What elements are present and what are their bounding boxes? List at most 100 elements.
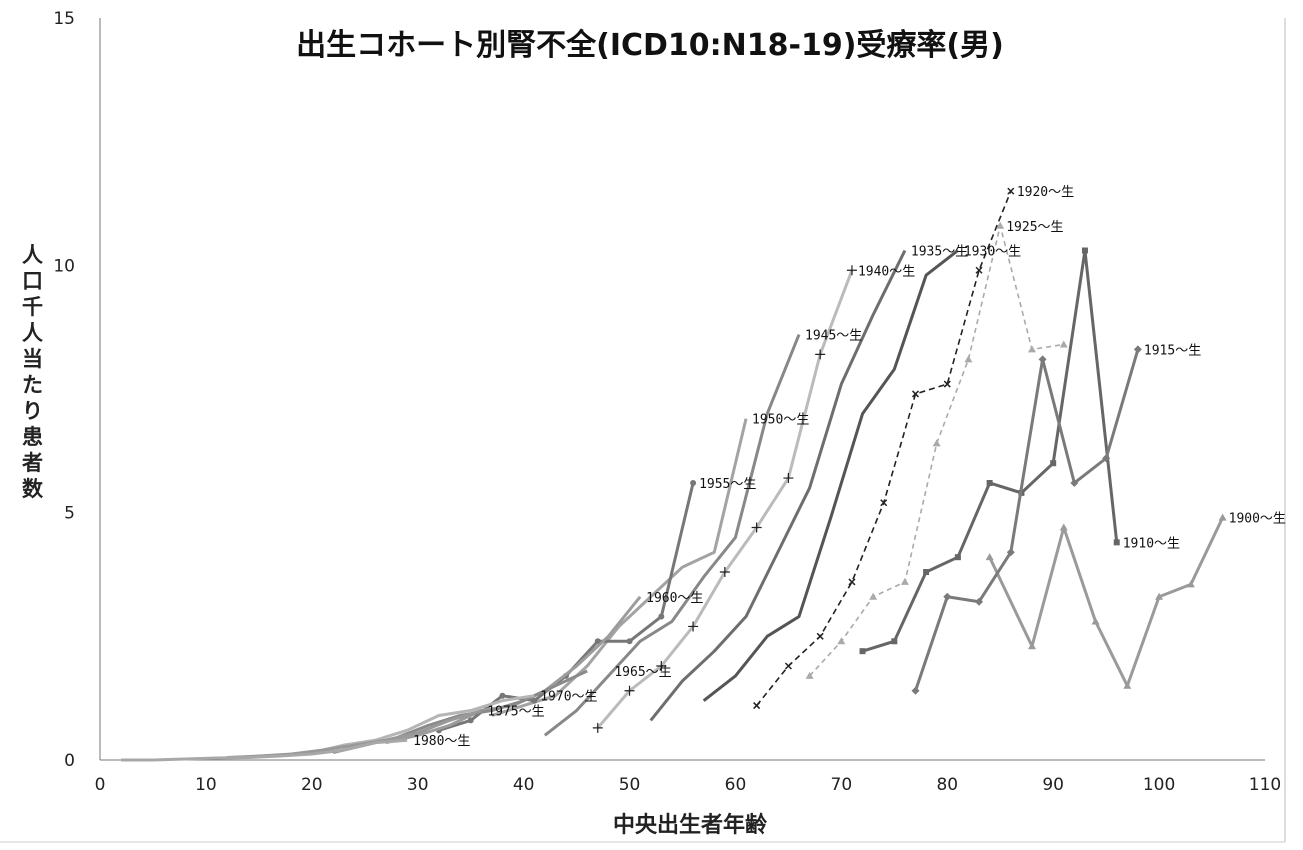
- x-axis-label: 中央出生者年齢: [613, 812, 768, 838]
- series-point: [531, 697, 538, 704]
- series-point: [1038, 355, 1047, 364]
- series-point: [911, 390, 920, 398]
- series-point: [869, 592, 878, 600]
- series-point: [1091, 617, 1100, 625]
- series-label: 1955～生: [699, 477, 756, 492]
- series-label: 1960～生: [646, 591, 703, 606]
- series-label: 1940～生: [858, 264, 915, 279]
- series-point: [1113, 539, 1120, 546]
- series-point: [964, 355, 973, 363]
- y-axis-label: 人口千人当たり患者数: [22, 243, 44, 501]
- x-tick-label: 50: [619, 775, 641, 795]
- series-point: [900, 577, 909, 585]
- series-line: [121, 738, 408, 762]
- x-tick-labels: 0 10 20 30 40 50 60 70 80 90 100 110: [95, 775, 1282, 795]
- series-point: [923, 569, 930, 576]
- series-point: [805, 671, 814, 679]
- series-point: [943, 592, 952, 601]
- series-point: [499, 692, 506, 699]
- series-label: 1965～生: [614, 665, 671, 680]
- series-point: [880, 499, 888, 507]
- series-point: [690, 479, 697, 486]
- y-tick-label: 15: [53, 9, 75, 29]
- series-point: [911, 686, 920, 695]
- series-point: [1186, 580, 1195, 588]
- series-point: [467, 717, 474, 724]
- series-point: [891, 638, 898, 645]
- series-point: [837, 637, 846, 645]
- series-point: [658, 613, 665, 620]
- series-point: [1081, 247, 1088, 254]
- x-tick-label: 40: [513, 775, 535, 795]
- series-point: [975, 266, 983, 274]
- series-point: [1218, 513, 1227, 521]
- series-point: [932, 439, 941, 447]
- series-point: [783, 473, 794, 484]
- series-point: [1133, 345, 1142, 354]
- series-point: [719, 567, 730, 578]
- series-label: 1970～生: [540, 690, 597, 705]
- series-point: [626, 638, 633, 645]
- series-point: [1006, 548, 1015, 557]
- series-point: [985, 553, 994, 561]
- series-line: [649, 249, 907, 722]
- x-tick-label: 80: [936, 775, 958, 795]
- series-point: [1102, 454, 1111, 463]
- series-point: [848, 578, 856, 586]
- series-point: [751, 522, 762, 533]
- x-tick-label: 30: [407, 775, 429, 795]
- series-point: [753, 702, 761, 710]
- series-point: [859, 648, 866, 655]
- series-label: 1980～生: [413, 734, 470, 749]
- series-point: [1028, 642, 1036, 650]
- series-point: [816, 632, 824, 640]
- series-point: [592, 722, 603, 733]
- series-label: 1920～生: [1017, 185, 1074, 200]
- plot-frame: [0, 18, 1286, 843]
- series-point: [1123, 681, 1132, 689]
- y-tick-labels: 0 5 10 15: [53, 9, 75, 771]
- x-tick-label: 100: [1143, 775, 1175, 795]
- x-tick-label: 0: [95, 775, 106, 795]
- series-point: [1059, 340, 1068, 348]
- series-line: [385, 595, 642, 745]
- series-label: 1925～生: [1006, 220, 1063, 235]
- x-tick-label: 110: [1249, 775, 1281, 795]
- series-point: [996, 221, 1005, 229]
- chart-title: 出生コホート別腎不全(ICD10:N18-19)受療率(男): [296, 28, 1004, 63]
- x-tick-label: 20: [301, 775, 323, 795]
- series-point: [784, 662, 792, 670]
- x-tick-label: 90: [1042, 775, 1064, 795]
- series-line: [702, 249, 959, 702]
- series-point: [1007, 187, 1015, 195]
- series-line: [988, 516, 1224, 688]
- series-point: [1028, 345, 1036, 353]
- series-point: [688, 621, 699, 632]
- series-line: [914, 349, 1140, 692]
- series-label: 1945～生: [805, 329, 862, 344]
- series-label: 1975～生: [487, 705, 544, 720]
- series-point: [1059, 523, 1068, 531]
- series-point: [1155, 592, 1164, 600]
- series-point: [846, 265, 857, 276]
- series-label: 1910～生: [1123, 536, 1180, 551]
- series-label: 1935～生: [911, 244, 968, 259]
- series-point: [943, 380, 951, 388]
- series-point: [656, 661, 667, 672]
- series-point: [624, 685, 635, 696]
- series-label: 1930～生: [964, 244, 1021, 259]
- x-tick-label: 70: [831, 775, 853, 795]
- series-line: [543, 334, 801, 737]
- y-tick-label: 5: [64, 504, 75, 524]
- series-group: [121, 187, 1227, 762]
- series-label: 1915～生: [1144, 343, 1201, 358]
- x-tick-label: 60: [725, 775, 747, 795]
- y-tick-label: 10: [53, 256, 75, 276]
- series-line: [809, 224, 1064, 677]
- series-point: [1070, 478, 1079, 487]
- y-tick-label: 0: [64, 751, 75, 771]
- series-point: [986, 479, 993, 486]
